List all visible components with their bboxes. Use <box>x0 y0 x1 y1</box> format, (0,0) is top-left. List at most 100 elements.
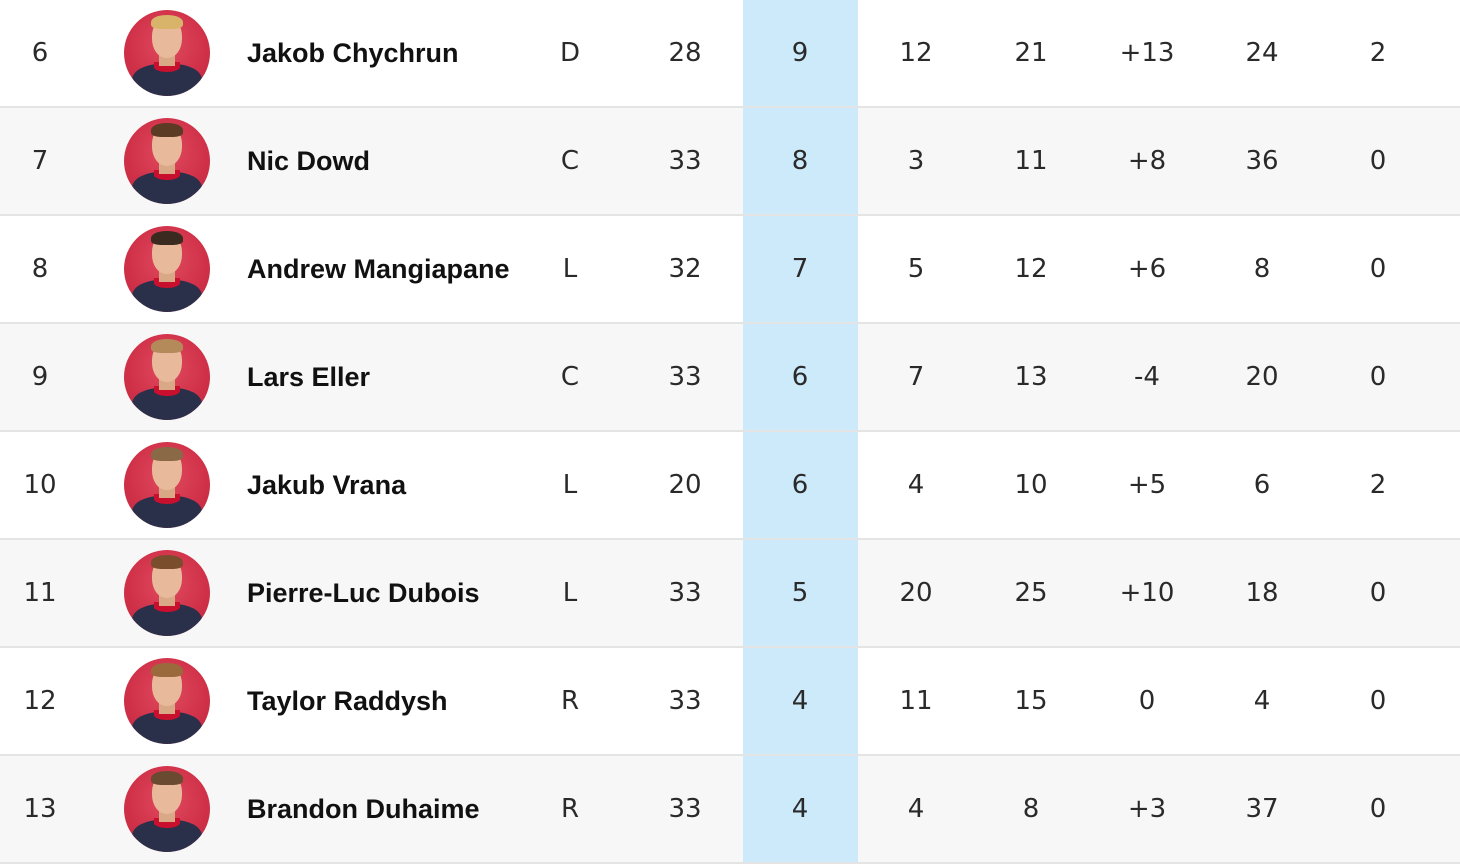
goals-cell: 9 <box>791 38 809 68</box>
rank-cell: 12 <box>23 686 57 716</box>
points-cell: 25 <box>1014 578 1048 608</box>
avatar[interactable] <box>124 226 210 312</box>
player-photo-cell <box>120 324 214 430</box>
games-played-cell: 33 <box>668 578 702 608</box>
avatar[interactable] <box>124 10 210 96</box>
rank-cell: 6 <box>31 38 49 68</box>
player-name-link[interactable]: Taylor Raddysh <box>247 686 448 716</box>
games-played-cell: 28 <box>668 38 702 68</box>
assists-cell: 3 <box>907 146 925 176</box>
points-cell: 11 <box>1014 146 1048 176</box>
player-name-link[interactable]: Pierre-Luc Dubois <box>247 578 480 608</box>
games-played-cell: 33 <box>668 362 702 392</box>
position-cell: L <box>562 578 578 608</box>
table-row[interactable]: 7 Nic Dowd C 33 8 3 11 +8 36 0 <box>0 108 1460 216</box>
points-cell: 10 <box>1014 470 1048 500</box>
position-cell: D <box>559 38 581 68</box>
assists-cell: 4 <box>907 470 925 500</box>
player-photo-cell <box>120 756 214 862</box>
table-row[interactable]: 13 Brandon Duhaime R 33 4 4 8 +3 37 0 <box>0 756 1460 864</box>
assists-cell: 5 <box>907 254 925 284</box>
avatar[interactable] <box>124 550 210 636</box>
player-photo-cell <box>120 540 214 646</box>
table-row[interactable]: 8 Andrew Mangiapane L 32 7 5 12 +6 8 0 <box>0 216 1460 324</box>
position-cell: L <box>562 254 578 284</box>
power-play-goals-cell: 0 <box>1369 362 1387 392</box>
avatar[interactable] <box>124 766 210 852</box>
position-cell: R <box>560 686 580 716</box>
plus-minus-cell: +3 <box>1127 794 1167 824</box>
games-played-cell: 33 <box>668 686 702 716</box>
assists-cell: 7 <box>907 362 925 392</box>
avatar[interactable] <box>124 118 210 204</box>
rank-cell: 8 <box>31 254 49 284</box>
rank-cell: 13 <box>23 794 57 824</box>
goals-cell: 7 <box>791 254 809 284</box>
player-name-link[interactable]: Brandon Duhaime <box>247 794 480 824</box>
avatar[interactable] <box>124 658 210 744</box>
penalty-minutes-cell: 36 <box>1245 146 1279 176</box>
rank-cell: 11 <box>23 578 57 608</box>
assists-cell: 11 <box>899 686 933 716</box>
points-cell: 12 <box>1014 254 1048 284</box>
plus-minus-cell: +8 <box>1127 146 1167 176</box>
rank-cell: 9 <box>31 362 49 392</box>
rank-cell: 10 <box>23 470 57 500</box>
plus-minus-cell: -4 <box>1134 362 1160 392</box>
plus-minus-cell: 0 <box>1138 686 1156 716</box>
rank-cell: 7 <box>31 146 49 176</box>
table-row[interactable]: 6 Jakob Chychrun D 28 9 12 21 +13 24 2 <box>0 0 1460 108</box>
penalty-minutes-cell: 24 <box>1245 38 1279 68</box>
penalty-minutes-cell: 8 <box>1253 254 1271 284</box>
player-name-link[interactable]: Nic Dowd <box>247 146 371 176</box>
position-cell: C <box>560 146 580 176</box>
power-play-goals-cell: 0 <box>1369 686 1387 716</box>
penalty-minutes-cell: 6 <box>1253 470 1271 500</box>
assists-cell: 12 <box>899 38 933 68</box>
plus-minus-cell: +10 <box>1119 578 1175 608</box>
penalty-minutes-cell: 20 <box>1245 362 1279 392</box>
games-played-cell: 20 <box>668 470 702 500</box>
player-photo-cell <box>120 432 214 538</box>
player-name-link[interactable]: Andrew Mangiapane <box>247 254 510 284</box>
plus-minus-cell: +5 <box>1127 470 1167 500</box>
plus-minus-cell: +6 <box>1127 254 1167 284</box>
player-photo-cell <box>120 648 214 754</box>
table-row[interactable]: 10 Jakub Vrana L 20 6 4 10 +5 6 2 <box>0 432 1460 540</box>
points-cell: 8 <box>1022 794 1040 824</box>
penalty-minutes-cell: 4 <box>1253 686 1271 716</box>
points-cell: 15 <box>1014 686 1048 716</box>
power-play-goals-cell: 0 <box>1369 578 1387 608</box>
table-row[interactable]: 12 Taylor Raddysh R 33 4 11 15 0 4 0 <box>0 648 1460 756</box>
power-play-goals-cell: 0 <box>1369 254 1387 284</box>
player-photo-cell <box>120 108 214 214</box>
games-played-cell: 33 <box>668 146 702 176</box>
games-played-cell: 33 <box>668 794 702 824</box>
table-row[interactable]: 9 Lars Eller C 33 6 7 13 -4 20 0 <box>0 324 1460 432</box>
power-play-goals-cell: 0 <box>1369 146 1387 176</box>
player-name-link[interactable]: Lars Eller <box>247 362 371 392</box>
position-cell: L <box>562 470 578 500</box>
avatar[interactable] <box>124 334 210 420</box>
goals-cell: 6 <box>791 362 809 392</box>
player-photo-cell <box>120 216 214 322</box>
points-cell: 13 <box>1014 362 1048 392</box>
goals-cell: 4 <box>791 686 809 716</box>
games-played-cell: 32 <box>668 254 702 284</box>
goals-cell: 5 <box>791 578 809 608</box>
assists-cell: 20 <box>899 578 933 608</box>
goals-cell: 4 <box>791 794 809 824</box>
player-photo-cell <box>120 0 214 106</box>
position-cell: R <box>560 794 580 824</box>
avatar[interactable] <box>124 442 210 528</box>
position-cell: C <box>560 362 580 392</box>
player-name-link[interactable]: Jakub Vrana <box>247 470 407 500</box>
assists-cell: 4 <box>907 794 925 824</box>
plus-minus-cell: +13 <box>1119 38 1175 68</box>
player-name-link[interactable]: Jakob Chychrun <box>247 38 459 68</box>
points-cell: 21 <box>1014 38 1048 68</box>
goals-cell: 6 <box>791 470 809 500</box>
penalty-minutes-cell: 18 <box>1245 578 1279 608</box>
table-row[interactable]: 11 Pierre-Luc Dubois L 33 5 20 25 +10 18… <box>0 540 1460 648</box>
